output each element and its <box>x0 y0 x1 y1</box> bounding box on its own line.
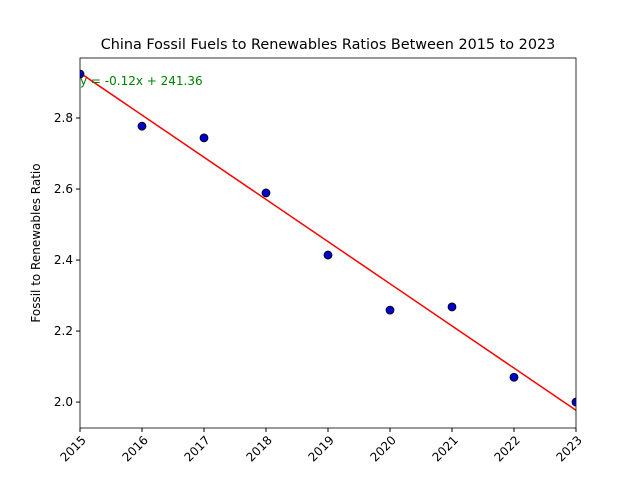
y-tick-label: 2.4 <box>54 253 73 267</box>
point <box>80 69 85 79</box>
point <box>385 305 395 315</box>
y-tick-label: 2.8 <box>54 111 73 125</box>
chart-title: China Fossil Fuels to Renewables Ratios … <box>101 37 556 53</box>
y-tick-label: 2.0 <box>54 395 73 409</box>
x-tick-label: 2023 <box>553 433 584 464</box>
annotation: y = -0.12x + 241.36 <box>80 74 203 88</box>
point <box>323 250 333 260</box>
point <box>261 188 271 198</box>
x-tick-label: 2019 <box>305 433 336 464</box>
y-tick-label: 2.6 <box>54 182 73 196</box>
x-tick-label: 2015 <box>57 433 88 464</box>
x-tick-label: 2020 <box>367 433 398 464</box>
point <box>137 121 147 131</box>
x-tick-label: 2018 <box>243 433 274 464</box>
point <box>509 372 519 382</box>
y-tick-label: 2.2 <box>54 324 73 338</box>
point <box>571 397 576 407</box>
point <box>447 302 457 312</box>
fit-line <box>80 72 576 411</box>
x-tick-label: 2016 <box>119 433 150 464</box>
x-tick-label: 2021 <box>429 433 460 464</box>
plot-frame <box>79 57 577 429</box>
point <box>199 133 209 143</box>
x-axis-label: Year <box>314 478 340 480</box>
x-tick-label: 2017 <box>181 433 212 464</box>
y-axis-label: Fossil to Renewables Ratio <box>29 163 43 322</box>
x-tick-label: 2022 <box>491 433 522 464</box>
